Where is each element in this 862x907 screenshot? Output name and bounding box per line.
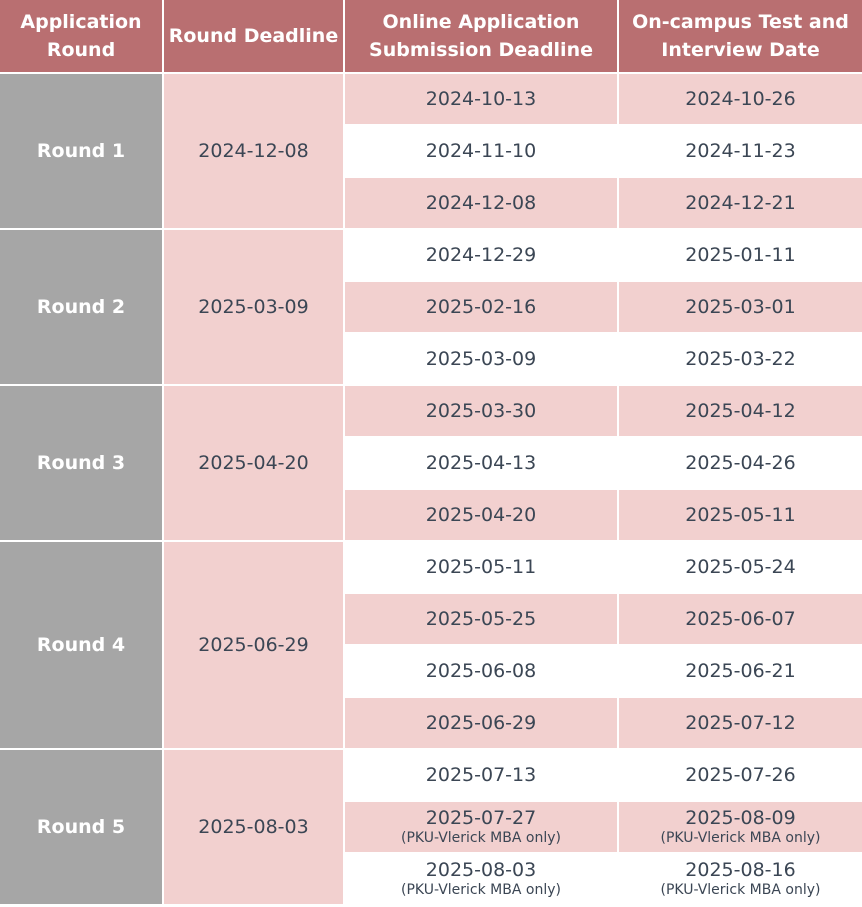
online-deadline-date: 2025-02-16 — [425, 296, 537, 318]
round-deadline: 2025-08-03 — [164, 750, 345, 906]
interview-date: 2025-05-24 — [685, 556, 796, 578]
round-label: Round 3 — [0, 386, 164, 542]
online-deadline-date: 2025-04-13 — [425, 452, 537, 474]
online-deadline-date: 2025-07-13 — [425, 764, 537, 786]
program-note: (PKU-Vlerick MBA only) — [401, 882, 561, 898]
program-note: (PKU-Vlerick MBA only) — [660, 830, 821, 846]
program-note: (PKU-Vlerick MBA only) — [401, 830, 561, 846]
online-deadline-cell: 2025-07-13 — [345, 750, 619, 802]
round-label: Round 5 — [0, 750, 164, 906]
online-deadline-date: 2025-04-20 — [425, 504, 537, 526]
interview-date-cell: 2025-08-16 (PKU-Vlerick MBA only) — [619, 854, 862, 906]
online-deadline-cell: 2025-06-29 — [345, 698, 619, 750]
online-deadline-date: 2025-06-08 — [425, 660, 537, 682]
header-interview-date: On-campus Test and Interview Date — [619, 0, 862, 74]
interview-date-cell: 2025-05-11 — [619, 490, 862, 542]
online-deadline-date: 2024-11-10 — [425, 140, 537, 162]
online-deadline-cell: 2025-04-20 — [345, 490, 619, 542]
round-deadline: 2025-04-20 — [164, 386, 345, 542]
header-application-round: Application Round — [0, 0, 164, 74]
round-deadline: 2024-12-08 — [164, 74, 345, 230]
online-deadline-cell: 2025-02-16 — [345, 282, 619, 334]
online-deadline-cell: 2024-12-08 — [345, 178, 619, 230]
online-deadline-cell: 2024-12-29 — [345, 230, 619, 282]
interview-date: 2024-11-23 — [685, 140, 796, 162]
online-deadline-cell: 2025-05-25 — [345, 594, 619, 646]
round-deadline: 2025-03-09 — [164, 230, 345, 386]
online-deadline-cell: 2025-03-09 — [345, 334, 619, 386]
online-deadline-cell: 2024-10-13 — [345, 74, 619, 126]
online-deadline-date: 2025-08-03 — [425, 859, 537, 881]
online-deadline-cell: 2025-06-08 — [345, 646, 619, 698]
round-label: Round 1 — [0, 74, 164, 230]
header-online-submission-deadline: Online Application Submission Deadline — [345, 0, 619, 74]
round-label: Round 4 — [0, 542, 164, 750]
interview-date-cell: 2024-12-21 — [619, 178, 862, 230]
round-label: Round 2 — [0, 230, 164, 386]
interview-date-cell: 2025-06-21 — [619, 646, 862, 698]
online-deadline-cell: 2025-03-30 — [345, 386, 619, 438]
interview-date: 2025-06-21 — [685, 660, 796, 682]
interview-date: 2025-07-12 — [685, 712, 796, 734]
interview-date: 2025-03-01 — [685, 296, 796, 318]
interview-date: 2025-05-11 — [685, 504, 796, 526]
interview-date-cell: 2025-05-24 — [619, 542, 862, 594]
header-round-deadline: Round Deadline — [164, 0, 345, 74]
interview-date-cell: 2025-03-01 — [619, 282, 862, 334]
online-deadline-date: 2025-03-09 — [425, 348, 537, 370]
interview-date-cell: 2025-03-22 — [619, 334, 862, 386]
interview-date-cell: 2025-07-12 — [619, 698, 862, 750]
interview-date: 2025-08-16 — [685, 859, 796, 881]
interview-date: 2025-04-26 — [685, 452, 796, 474]
interview-date-cell: 2024-10-26 — [619, 74, 862, 126]
interview-date-cell: 2025-04-12 — [619, 386, 862, 438]
online-deadline-date: 2024-12-29 — [425, 244, 537, 266]
interview-date: 2025-07-26 — [685, 764, 796, 786]
program-note: (PKU-Vlerick MBA only) — [660, 882, 821, 898]
online-deadline-date: 2024-10-13 — [425, 88, 537, 110]
online-deadline-date: 2025-05-11 — [425, 556, 537, 578]
interview-date-cell: 2025-01-11 — [619, 230, 862, 282]
online-deadline-date: 2025-07-27 — [425, 807, 537, 829]
round-deadline: 2025-06-29 — [164, 542, 345, 750]
interview-date-cell: 2025-07-26 — [619, 750, 862, 802]
interview-date-cell: 2024-11-23 — [619, 126, 862, 178]
interview-date: 2025-03-22 — [685, 348, 796, 370]
online-deadline-date: 2024-12-08 — [425, 192, 537, 214]
online-deadline-date: 2025-05-25 — [425, 608, 537, 630]
online-deadline-cell: 2025-05-11 — [345, 542, 619, 594]
online-deadline-cell: 2025-07-27 (PKU-Vlerick MBA only) — [345, 802, 619, 854]
interview-date: 2024-12-21 — [685, 192, 796, 214]
interview-date-cell: 2025-06-07 — [619, 594, 862, 646]
interview-date-cell: 2025-04-26 — [619, 438, 862, 490]
interview-date: 2025-06-07 — [685, 608, 796, 630]
interview-date: 2025-08-09 — [685, 807, 796, 829]
online-deadline-cell: 2025-08-03 (PKU-Vlerick MBA only) — [345, 854, 619, 906]
online-deadline-date: 2025-03-30 — [425, 400, 537, 422]
online-deadline-cell: 2025-04-13 — [345, 438, 619, 490]
interview-date-cell: 2025-08-09 (PKU-Vlerick MBA only) — [619, 802, 862, 854]
interview-date: 2024-10-26 — [685, 88, 796, 110]
interview-date: 2025-04-12 — [685, 400, 796, 422]
online-deadline-date: 2025-06-29 — [425, 712, 537, 734]
online-deadline-cell: 2024-11-10 — [345, 126, 619, 178]
interview-date: 2025-01-11 — [685, 244, 796, 266]
